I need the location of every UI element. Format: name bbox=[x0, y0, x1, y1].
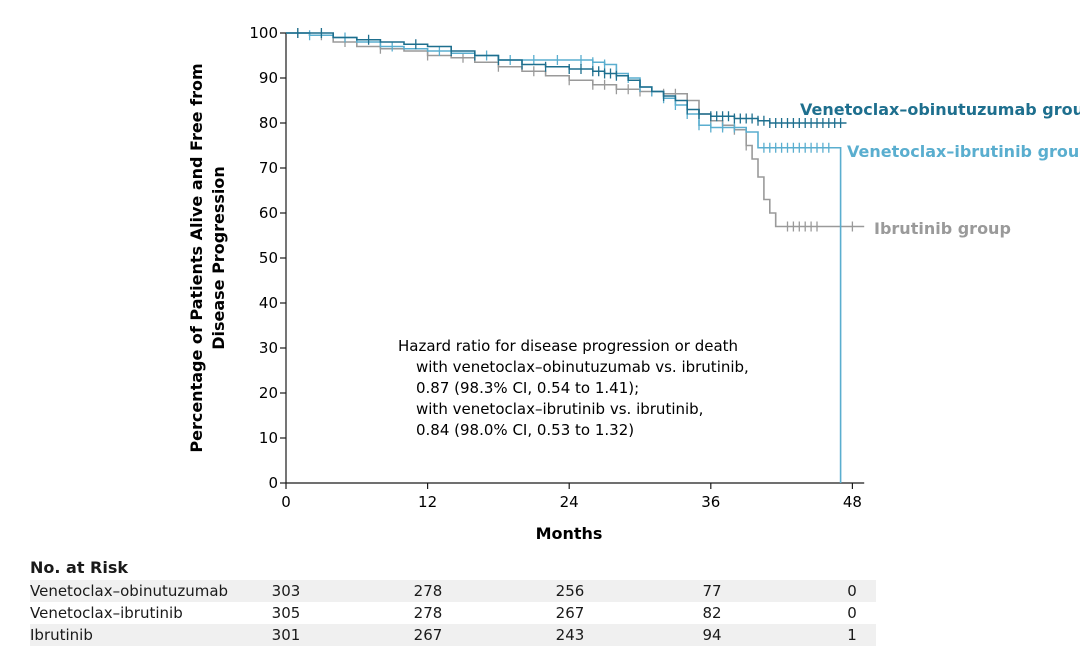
risk-table-title: No. at Risk bbox=[30, 558, 129, 577]
series-layer bbox=[286, 28, 865, 483]
risk-row-value: 0 bbox=[847, 604, 857, 622]
km-chart: Percentage of Patients Alive and Free fr… bbox=[187, 24, 1080, 543]
risk-row-label: Venetoclax–ibrutinib bbox=[30, 604, 183, 622]
x-tick-label: 12 bbox=[418, 493, 437, 511]
risk-row-value: 77 bbox=[702, 582, 722, 600]
risk-row: Ibrutinib 301 267 243 94 1 bbox=[30, 624, 876, 646]
x-tick-label: 0 bbox=[281, 493, 291, 511]
risk-table: No. at Risk Venetoclax–obinutuzumab 303 27… bbox=[30, 556, 876, 646]
axes: 0 10 20 30 40 50 60 70 80 90 100 0 12 24 36 48 bbox=[249, 24, 865, 511]
y-tick-label: 70 bbox=[259, 159, 278, 177]
risk-row-value: 82 bbox=[702, 604, 722, 622]
y-tick-label: 0 bbox=[268, 474, 278, 492]
risk-row-value: 94 bbox=[702, 626, 722, 644]
risk-table-rows: Venetoclax–obinutuzumab 303 278 256 77 0 Venet… bbox=[30, 580, 876, 646]
y-tick-label: 30 bbox=[259, 339, 278, 357]
risk-row-value: 256 bbox=[555, 582, 585, 600]
risk-row: Venetoclax–ibrutinib 305 278 267 82 0 bbox=[30, 602, 876, 624]
y-tick-label: 80 bbox=[259, 114, 278, 132]
hazard-ratio-annotation: Hazard ratio for disease progression or … bbox=[398, 337, 749, 439]
risk-row: Venetoclax–obinutuzumab 303 278 256 77 0 bbox=[30, 580, 876, 602]
annotation-line-1: Hazard ratio for disease progression or … bbox=[398, 337, 738, 355]
y-tick-label: 50 bbox=[259, 249, 278, 267]
x-axis-label: Months bbox=[536, 524, 603, 543]
risk-row-label: Ibrutinib bbox=[30, 626, 93, 644]
risk-row-value: 305 bbox=[271, 604, 301, 622]
y-tick-label: 10 bbox=[259, 429, 278, 447]
risk-row-value: 278 bbox=[413, 604, 443, 622]
y-axis-label-line-2: Disease Progression bbox=[209, 166, 228, 350]
series-line-ibrutinib bbox=[286, 32, 865, 228]
y-tick-label: 90 bbox=[259, 69, 278, 87]
risk-row-value: 243 bbox=[555, 626, 585, 644]
risk-row-value: 301 bbox=[271, 626, 301, 644]
risk-row-value: 0 bbox=[847, 582, 857, 600]
y-tick-label: 40 bbox=[259, 294, 278, 312]
annotation-line-2: with venetoclax–obinutuzumab vs. ibrutin… bbox=[416, 358, 749, 376]
annotation-line-3: 0.87 (98.3% CI, 0.54 to 1.41); bbox=[416, 379, 639, 397]
legend-label-venetoclax-obinutuzumab: Venetoclax–obinutuzumab group bbox=[800, 100, 1080, 119]
risk-row-value: 303 bbox=[271, 582, 301, 600]
annotation-line-5: 0.84 (98.0% CI, 0.53 to 1.32) bbox=[416, 421, 634, 439]
risk-row-value: 267 bbox=[555, 604, 585, 622]
risk-row-value: 278 bbox=[413, 582, 443, 600]
y-axis-label: Percentage of Patients Alive and Free fr… bbox=[187, 63, 228, 452]
x-tick-label: 36 bbox=[701, 493, 720, 511]
risk-row-label: Venetoclax–obinutuzumab bbox=[30, 582, 229, 600]
x-tick-label: 24 bbox=[560, 493, 579, 511]
y-tick-label: 100 bbox=[249, 24, 278, 42]
legend-label-ibrutinib: Ibrutinib group bbox=[874, 219, 1011, 238]
y-tick-label: 60 bbox=[259, 204, 278, 222]
y-axis-label-line-1: Percentage of Patients Alive and Free fr… bbox=[187, 63, 206, 452]
x-tick-label: 48 bbox=[843, 493, 862, 511]
annotation-line-4: with venetoclax–ibrutinib vs. ibrutinib, bbox=[416, 400, 703, 418]
legend: Venetoclax–obinutuzumab group Venetoclax–… bbox=[800, 100, 1080, 238]
risk-row-value: 267 bbox=[413, 626, 443, 644]
risk-row-value: 1 bbox=[847, 626, 857, 644]
legend-label-venetoclax-ibrutinib: Venetoclax–ibrutinib group bbox=[847, 142, 1080, 161]
y-tick-label: 20 bbox=[259, 384, 278, 402]
